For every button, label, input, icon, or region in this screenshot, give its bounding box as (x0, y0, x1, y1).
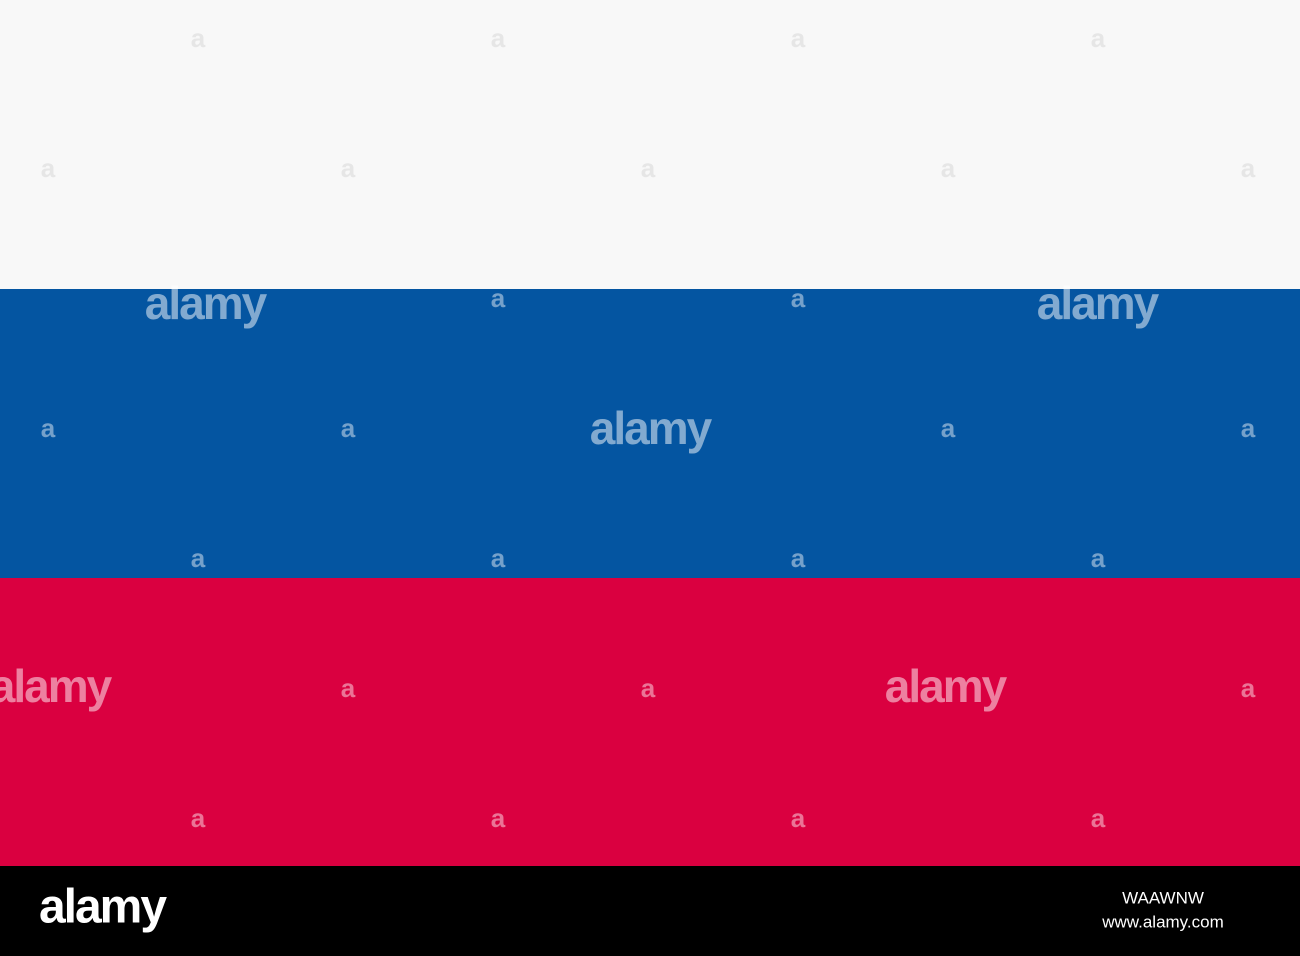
watermark-small: a (191, 23, 206, 53)
watermark-small: a (641, 153, 656, 183)
watermark-small: a (1241, 673, 1256, 703)
watermark-small: a (41, 153, 56, 183)
watermark-small: a (491, 283, 506, 313)
footer-bar (0, 866, 1300, 956)
watermark-small: a (791, 23, 806, 53)
watermark-small: a (491, 803, 506, 833)
watermark-large: alamy (1037, 277, 1160, 329)
watermark-small: a (791, 283, 806, 313)
watermark-small: a (1241, 413, 1256, 443)
watermark-small: a (1241, 153, 1256, 183)
image-id: WAAWNW (1122, 888, 1204, 907)
footer-logo: alamy (39, 881, 167, 934)
watermark-small: a (41, 413, 56, 443)
watermark-small: a (1091, 543, 1106, 573)
watermark-small: a (1091, 803, 1106, 833)
watermarks: alamy alamy alamy alamy alamy a a a a a a a a a a a a a a a… (0, 23, 1256, 833)
blue-stripe (0, 289, 1300, 578)
watermark-small: a (491, 23, 506, 53)
watermark-small: a (791, 543, 806, 573)
watermark-large: alamy (0, 660, 113, 712)
watermark-small: a (941, 413, 956, 443)
watermark-small: a (341, 413, 356, 443)
watermark-large: alamy (145, 277, 268, 329)
watermark-small: a (191, 803, 206, 833)
white-stripe (0, 0, 1300, 289)
watermark-small: a (191, 543, 206, 573)
watermark-small: a (491, 543, 506, 573)
watermark-large: alamy (590, 402, 713, 454)
watermark-small: a (641, 673, 656, 703)
watermark-small: a (941, 153, 956, 183)
watermark-small: a (1091, 23, 1106, 53)
watermark-small: a (791, 803, 806, 833)
watermark-small: a (341, 673, 356, 703)
footer-url: www.alamy.com (1101, 912, 1224, 931)
watermark-small: a (341, 153, 356, 183)
watermark-large: alamy (885, 660, 1008, 712)
red-stripe (0, 578, 1300, 866)
